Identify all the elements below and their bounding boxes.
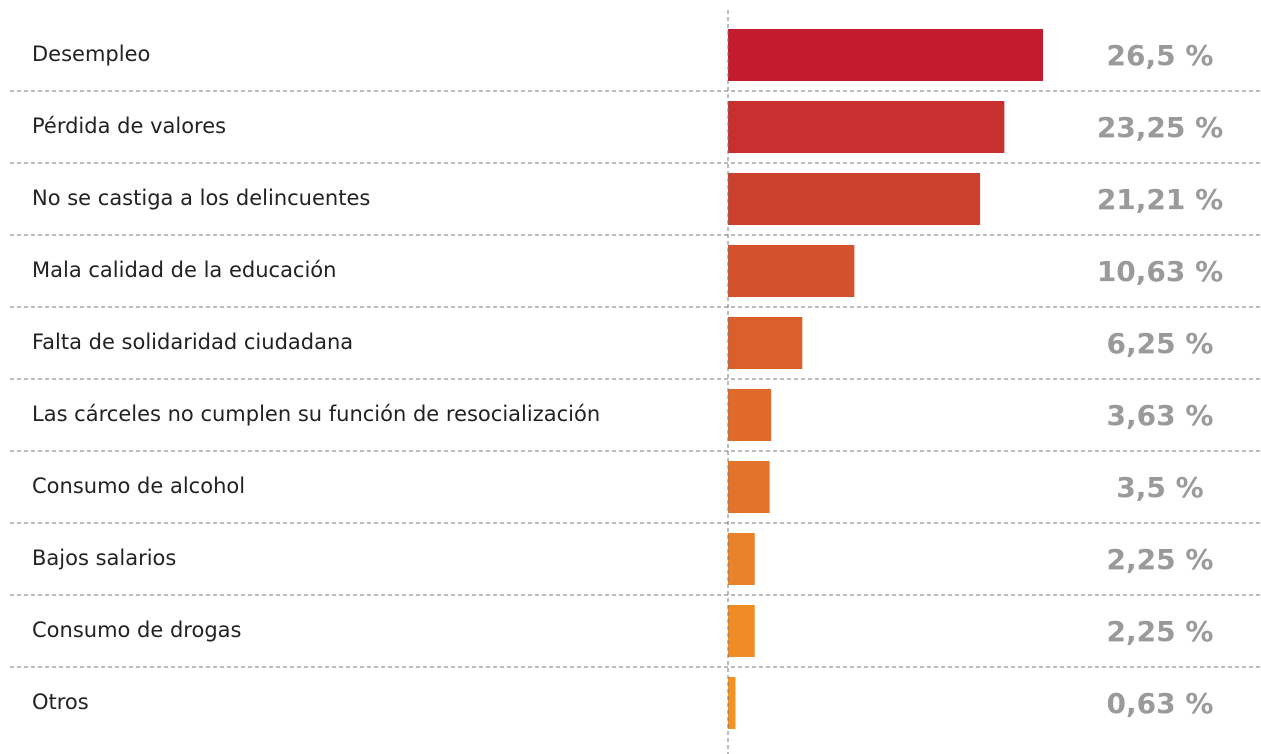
category-label: Pérdida de valores [32,114,226,138]
category-label: Falta de solidaridad ciudadana [32,330,353,354]
value-label: 3,5 % [1116,471,1203,504]
category-label: Desempleo [32,42,150,66]
bar [728,173,981,225]
bar [728,461,770,513]
value-label: 0,63 % [1107,687,1214,720]
value-label: 2,25 % [1107,543,1214,576]
bar [728,389,772,441]
category-label: Bajos salarios [32,546,176,570]
bar [728,29,1043,81]
category-label: Consumo de drogas [32,618,241,642]
bar [728,245,855,297]
value-label: 2,25 % [1107,615,1214,648]
category-label: Mala calidad de la educación [32,258,336,282]
bar [728,101,1005,153]
bar [728,533,755,585]
category-label: Consumo de alcohol [32,474,245,498]
category-label: No se castiga a los delincuentes [32,186,370,210]
bar [728,677,736,729]
value-label: 26,5 % [1107,39,1214,72]
value-label: 6,25 % [1107,327,1214,360]
bar [728,605,755,657]
category-label: Las cárceles no cumplen su función de re… [32,402,600,426]
value-label: 3,63 % [1107,399,1214,432]
category-label: Otros [32,690,89,714]
value-label: 21,21 % [1097,183,1223,216]
value-label: 23,25 % [1097,111,1223,144]
value-label: 10,63 % [1097,255,1223,288]
bar [728,317,803,369]
